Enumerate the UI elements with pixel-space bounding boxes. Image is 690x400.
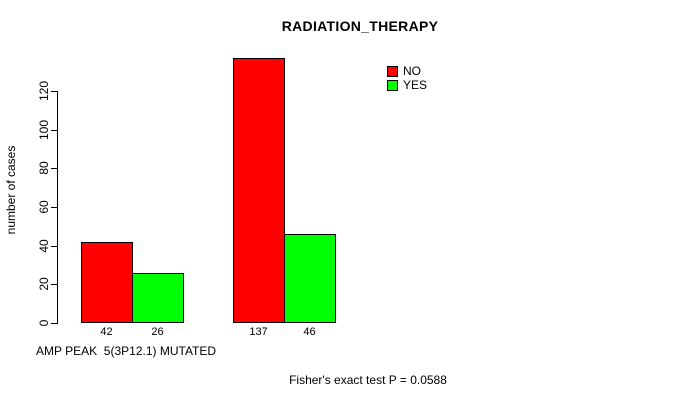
y-axis-tick [51,323,57,324]
bar-no-group1 [81,242,133,323]
bar-no-group2 [233,58,285,323]
x-axis-label: AMP PEAK 5(3P12.1) MUTATED [36,344,217,358]
y-axis-tick [51,246,57,247]
legend-swatch [387,79,398,91]
y-axis-tick [51,91,57,92]
y-axis-tick [51,130,57,131]
legend-label: NO [403,64,421,78]
legend: NO YES [387,64,427,92]
bar-yes-group1 [132,273,184,323]
y-axis-tick [51,207,57,208]
legend-label: YES [403,78,428,92]
legend-item-no: NO [387,64,427,78]
stats-footer: Fisher's exact test P = 0.0588 [289,373,447,387]
legend-item-yes: YES [387,78,427,92]
bar-yes-group2 [284,234,336,323]
legend-swatch [387,65,398,77]
y-axis-tick [51,168,57,169]
y-axis-tick [51,284,57,285]
y-axis-line [57,91,58,324]
chart-title: RADIATION_THERAPY [281,18,439,34]
